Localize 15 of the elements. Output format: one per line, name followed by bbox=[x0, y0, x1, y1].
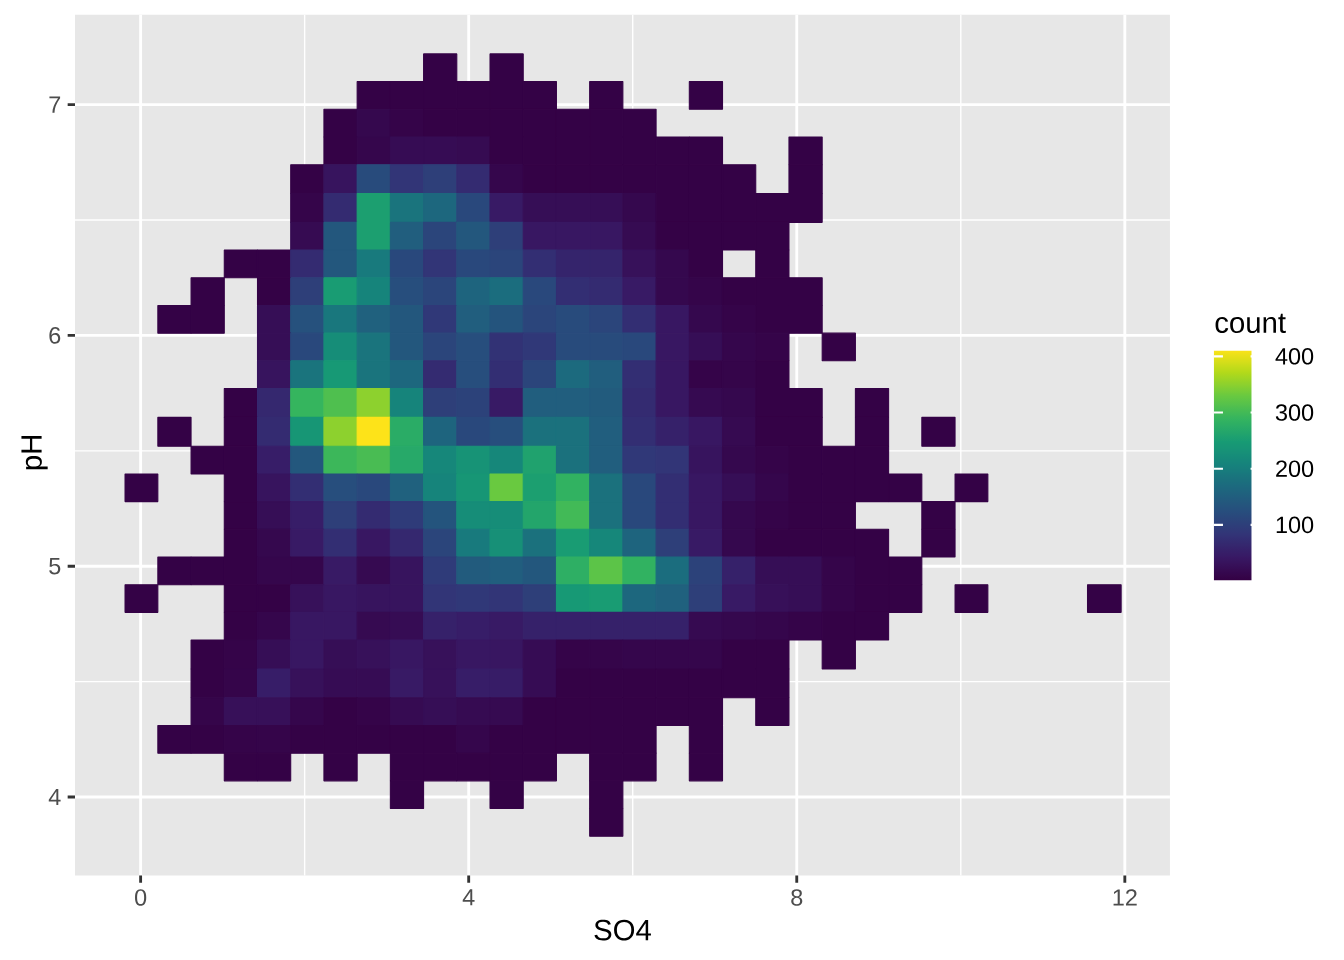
color-bar-label: 300 bbox=[1275, 404, 1314, 421]
color-bar-title: count bbox=[1215, 313, 1286, 334]
y-tick-label: 4 bbox=[48, 788, 61, 806]
color-bar-label: 100 bbox=[1276, 516, 1314, 534]
x-tick-label: 4 bbox=[462, 889, 475, 906]
color-bar-label: 400 bbox=[1275, 348, 1314, 365]
y-tick-label: 6 bbox=[49, 327, 61, 344]
x-tick-label: 12 bbox=[1113, 889, 1137, 906]
color-bar-label: 200 bbox=[1276, 460, 1314, 477]
x-tick-label: 8 bbox=[791, 889, 803, 906]
y-tick-label: 5 bbox=[49, 558, 61, 575]
y-tick-label: 7 bbox=[49, 96, 61, 113]
x-axis-title: SO4 bbox=[594, 919, 651, 941]
y-axis-title: pH bbox=[21, 436, 48, 470]
x-tick-label: 0 bbox=[135, 889, 147, 906]
